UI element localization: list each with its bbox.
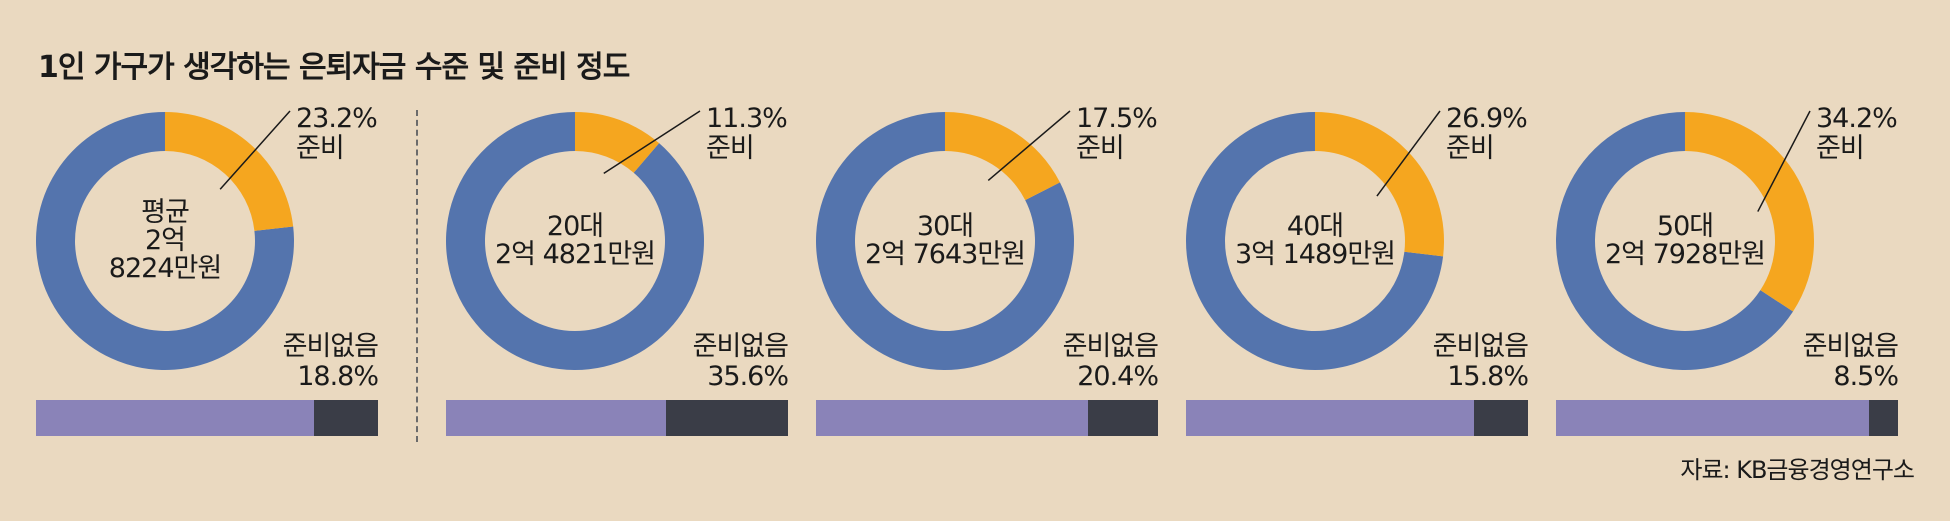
source-note: 자료: KB금융경영연구소 bbox=[1680, 456, 1915, 484]
prepared-label: 34.2% 준비 bbox=[1816, 103, 1898, 164]
prepared-label: 26.9% 준비 bbox=[1446, 103, 1528, 164]
center-label-line: 50대 bbox=[1656, 211, 1714, 242]
donut-center-label: 40대 3억 1489만원 bbox=[1235, 211, 1396, 270]
unprepared-bar bbox=[816, 400, 1158, 436]
donut-slice-prepared bbox=[1315, 112, 1444, 257]
donut-chart bbox=[1186, 110, 1444, 370]
leader-line bbox=[987, 110, 1071, 181]
unprepared-label: 준비없음 8.5% bbox=[1802, 331, 1899, 392]
bar-segment-rest bbox=[816, 400, 1089, 436]
prepared-label-line: 준비 bbox=[1076, 133, 1125, 164]
leader-line bbox=[219, 110, 291, 190]
bar-segment-rest bbox=[1186, 400, 1474, 436]
center-label-line: 3억 1489만원 bbox=[1235, 239, 1396, 270]
center-label-line: 20대 bbox=[546, 211, 604, 242]
donut-slice-prepared bbox=[575, 112, 660, 173]
center-label-line: 2억 7928만원 bbox=[1605, 239, 1766, 270]
unprepared-bar bbox=[446, 400, 788, 436]
unprepared-label-line: 35.6% bbox=[707, 361, 789, 392]
unprepared-label: 준비없음 20.4% bbox=[1062, 331, 1159, 392]
prepared-label-line: 26.9% bbox=[1446, 103, 1528, 134]
section-divider bbox=[416, 110, 418, 442]
unprepared-label-line: 준비없음 bbox=[692, 331, 789, 362]
prepared-label-line: 준비 bbox=[296, 133, 345, 164]
leader-line bbox=[1757, 110, 1811, 212]
donut-slice-prepared bbox=[1685, 112, 1814, 312]
unprepared-label-line: 준비없음 bbox=[1432, 331, 1529, 362]
unprepared-label-line: 준비없음 bbox=[282, 331, 379, 362]
donut-slice-unprepared bbox=[816, 112, 1074, 370]
donut-slice-prepared bbox=[165, 112, 294, 231]
unprepared-label-line: 준비없음 bbox=[1802, 331, 1899, 362]
prepared-label: 17.5% 준비 bbox=[1076, 103, 1158, 164]
prepared-label-line: 준비 bbox=[1446, 133, 1495, 164]
center-label-line: 2억 4821만원 bbox=[495, 239, 656, 270]
unprepared-label-line: 18.8% bbox=[297, 361, 379, 392]
donut-slice-unprepared bbox=[36, 112, 295, 370]
donut-center-label: 20대 2억 4821만원 bbox=[495, 211, 656, 270]
prepared-label-line: 준비 bbox=[706, 133, 755, 164]
prepared-label-line: 11.3% bbox=[706, 103, 788, 134]
prepared-label: 23.2% 준비 bbox=[296, 103, 378, 164]
donut-chart bbox=[36, 110, 295, 370]
prepared-label-line: 17.5% bbox=[1076, 103, 1158, 134]
bar-segment-unprepared bbox=[1473, 400, 1528, 436]
donut-slice-unprepared bbox=[446, 112, 704, 370]
leader-line bbox=[603, 110, 701, 174]
bar-segment-rest bbox=[1556, 400, 1869, 436]
bar-segment-unprepared bbox=[666, 400, 788, 436]
unprepared-bar bbox=[1556, 400, 1898, 436]
center-label-line: 2억 7643만원 bbox=[865, 239, 1026, 270]
prepared-label-line: 34.2% bbox=[1816, 103, 1898, 134]
unprepared-label: 준비없음 15.8% bbox=[1432, 331, 1529, 392]
prepared-label-line: 23.2% bbox=[296, 103, 378, 134]
leader-line bbox=[1376, 110, 1441, 197]
bar-segment-unprepared bbox=[313, 400, 378, 436]
donut-center-label: 평균 2억 8224만원 bbox=[108, 197, 222, 284]
donut-chart bbox=[816, 110, 1074, 370]
unprepared-bar bbox=[36, 400, 378, 436]
center-label-line: 40대 bbox=[1286, 211, 1344, 242]
bar-segment-unprepared bbox=[1088, 400, 1158, 436]
prepared-label-line: 준비 bbox=[1816, 133, 1865, 164]
unprepared-label: 준비없음 18.8% bbox=[282, 331, 379, 392]
unprepared-label-line: 20.4% bbox=[1077, 361, 1159, 392]
bar-segment-rest bbox=[446, 400, 667, 436]
unprepared-bar bbox=[1186, 400, 1528, 436]
prepared-label: 11.3% 준비 bbox=[706, 103, 788, 164]
unprepared-label-line: 8.5% bbox=[1833, 361, 1899, 392]
bar-segment-unprepared bbox=[1868, 400, 1898, 436]
donut-center-label: 30대 2억 7643만원 bbox=[865, 211, 1026, 270]
donut-slice-unprepared bbox=[1556, 112, 1794, 370]
center-label-line: 2억 bbox=[144, 225, 186, 256]
unprepared-label-line: 15.8% bbox=[1447, 361, 1529, 392]
bar-segment-rest bbox=[36, 400, 314, 436]
donut-chart bbox=[1556, 110, 1814, 370]
center-label-line: 30대 bbox=[916, 211, 974, 242]
unprepared-label: 준비없음 35.6% bbox=[692, 331, 789, 392]
donut-center-label: 50대 2억 7928만원 bbox=[1605, 211, 1766, 270]
donut-slice-prepared bbox=[945, 112, 1060, 201]
donut-chart bbox=[446, 110, 704, 370]
unprepared-label-line: 준비없음 bbox=[1062, 331, 1159, 362]
chart-title: 1인 가구가 생각하는 은퇴자금 수준 및 준비 정도 bbox=[38, 50, 630, 85]
center-label-line: 8224만원 bbox=[108, 253, 222, 284]
center-label-line: 평균 bbox=[141, 197, 190, 228]
donut-slice-unprepared bbox=[1186, 112, 1444, 370]
